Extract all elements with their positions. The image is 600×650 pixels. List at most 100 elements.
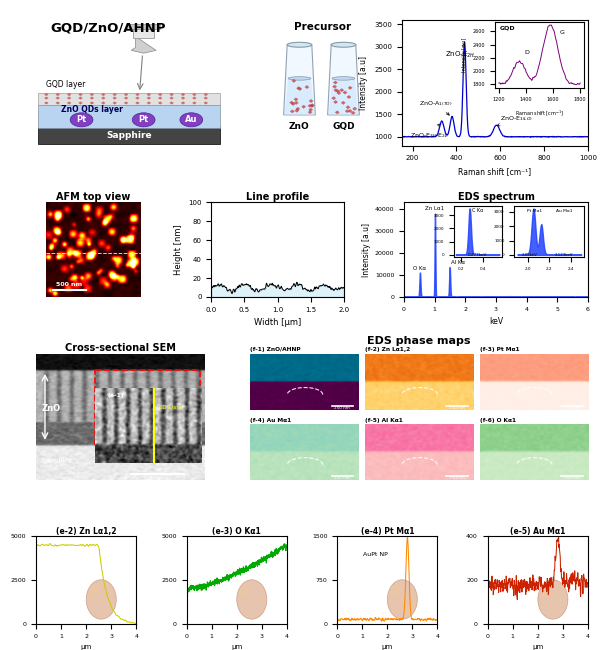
Polygon shape xyxy=(147,94,151,96)
Polygon shape xyxy=(204,101,208,104)
Bar xyxy=(95,370,200,445)
Text: GQD/ZnO/AHNP: GQD/ZnO/AHNP xyxy=(51,21,166,34)
Ellipse shape xyxy=(331,42,356,47)
Polygon shape xyxy=(310,104,314,107)
Polygon shape xyxy=(212,122,221,127)
Text: Sapphire: Sapphire xyxy=(42,458,73,464)
Polygon shape xyxy=(72,122,82,127)
Polygon shape xyxy=(296,107,300,110)
Title: Cross-sectional SEM: Cross-sectional SEM xyxy=(65,343,176,353)
Polygon shape xyxy=(147,122,156,127)
Polygon shape xyxy=(113,101,116,104)
Polygon shape xyxy=(184,122,193,127)
Ellipse shape xyxy=(332,77,355,80)
Polygon shape xyxy=(181,97,185,99)
Polygon shape xyxy=(124,94,128,96)
Polygon shape xyxy=(204,97,208,99)
Polygon shape xyxy=(336,90,340,93)
Polygon shape xyxy=(131,36,156,53)
Text: (f-1) ZnO/AHNP: (f-1) ZnO/AHNP xyxy=(250,348,301,352)
Text: GQD: GQD xyxy=(332,122,355,131)
Bar xyxy=(38,127,220,144)
Text: ZnO: ZnO xyxy=(42,404,61,413)
Polygon shape xyxy=(329,79,358,115)
Polygon shape xyxy=(193,94,196,96)
Bar xyxy=(38,93,220,105)
Ellipse shape xyxy=(390,584,400,597)
Polygon shape xyxy=(175,122,184,127)
Text: ZnO-E$_{1(LO)}$: ZnO-E$_{1(LO)}$ xyxy=(497,114,533,126)
Polygon shape xyxy=(53,122,63,127)
Polygon shape xyxy=(292,79,296,83)
Text: 250 nm: 250 nm xyxy=(564,406,580,410)
Text: Au: Au xyxy=(185,115,197,124)
Polygon shape xyxy=(67,97,71,99)
Text: (f-2) Zn Lα1,2: (f-2) Zn Lα1,2 xyxy=(365,348,410,352)
Title: EDS spectrum: EDS spectrum xyxy=(458,192,535,202)
Text: 250 nm: 250 nm xyxy=(334,406,350,410)
Polygon shape xyxy=(341,101,346,105)
Polygon shape xyxy=(348,109,352,112)
Ellipse shape xyxy=(86,580,116,619)
Polygon shape xyxy=(351,111,355,114)
Title: (e-3) O Kα1: (e-3) O Kα1 xyxy=(212,526,261,536)
Ellipse shape xyxy=(180,113,203,127)
Polygon shape xyxy=(79,101,82,104)
Text: EDS phase maps: EDS phase maps xyxy=(367,336,471,346)
Polygon shape xyxy=(82,122,91,127)
Text: 250 nm: 250 nm xyxy=(334,476,350,480)
Y-axis label: Height [nm]: Height [nm] xyxy=(173,224,182,275)
Polygon shape xyxy=(332,85,337,88)
Title: Line profile: Line profile xyxy=(246,192,309,202)
Polygon shape xyxy=(193,101,196,104)
Polygon shape xyxy=(91,122,100,127)
Bar xyxy=(133,28,154,38)
Polygon shape xyxy=(90,97,94,99)
Polygon shape xyxy=(119,122,128,127)
Polygon shape xyxy=(204,94,208,96)
Polygon shape xyxy=(308,108,313,111)
Polygon shape xyxy=(79,94,82,96)
X-axis label: keV: keV xyxy=(489,317,503,326)
Polygon shape xyxy=(56,101,59,104)
Text: ZnO-E$_{2H}$: ZnO-E$_{2H}$ xyxy=(445,44,476,60)
Text: AuPt: AuPt xyxy=(95,437,110,444)
X-axis label: μm: μm xyxy=(382,644,393,650)
Ellipse shape xyxy=(387,580,418,619)
Polygon shape xyxy=(44,101,48,104)
Polygon shape xyxy=(193,97,196,99)
X-axis label: μm: μm xyxy=(80,644,92,650)
Ellipse shape xyxy=(288,77,311,80)
Polygon shape xyxy=(296,86,301,90)
Polygon shape xyxy=(44,94,48,96)
Polygon shape xyxy=(56,94,59,96)
Polygon shape xyxy=(113,94,116,96)
Polygon shape xyxy=(101,97,105,99)
Ellipse shape xyxy=(541,584,551,597)
Bar xyxy=(38,105,220,127)
Title: (e-5) Au Mα1: (e-5) Au Mα1 xyxy=(510,526,566,536)
Polygon shape xyxy=(170,97,173,99)
Text: ZnO-A$_{1(TO)}$: ZnO-A$_{1(TO)}$ xyxy=(419,100,452,115)
Text: 250 nm: 250 nm xyxy=(449,406,465,410)
Title: (e-4) Pt Mα1: (e-4) Pt Mα1 xyxy=(361,526,414,536)
Polygon shape xyxy=(113,97,116,99)
Polygon shape xyxy=(90,94,94,96)
Polygon shape xyxy=(353,107,357,110)
Ellipse shape xyxy=(237,580,267,619)
Text: 250 nm: 250 nm xyxy=(564,476,580,480)
Polygon shape xyxy=(79,97,82,99)
Polygon shape xyxy=(294,101,298,105)
Text: Al Kα: Al Kα xyxy=(451,261,465,265)
Polygon shape xyxy=(284,45,316,115)
Text: AuPt NP: AuPt NP xyxy=(363,552,388,556)
Polygon shape xyxy=(334,88,338,92)
X-axis label: Raman shift [cm⁻¹]: Raman shift [cm⁻¹] xyxy=(458,167,532,176)
Polygon shape xyxy=(345,109,349,113)
Polygon shape xyxy=(136,101,139,104)
Text: ZnO-E$_{3H}$-E$_{2L}$: ZnO-E$_{3H}$-E$_{2L}$ xyxy=(410,124,449,140)
Ellipse shape xyxy=(287,42,312,47)
Text: ZnO: ZnO xyxy=(289,122,310,131)
Polygon shape xyxy=(347,96,351,99)
Polygon shape xyxy=(181,101,185,104)
